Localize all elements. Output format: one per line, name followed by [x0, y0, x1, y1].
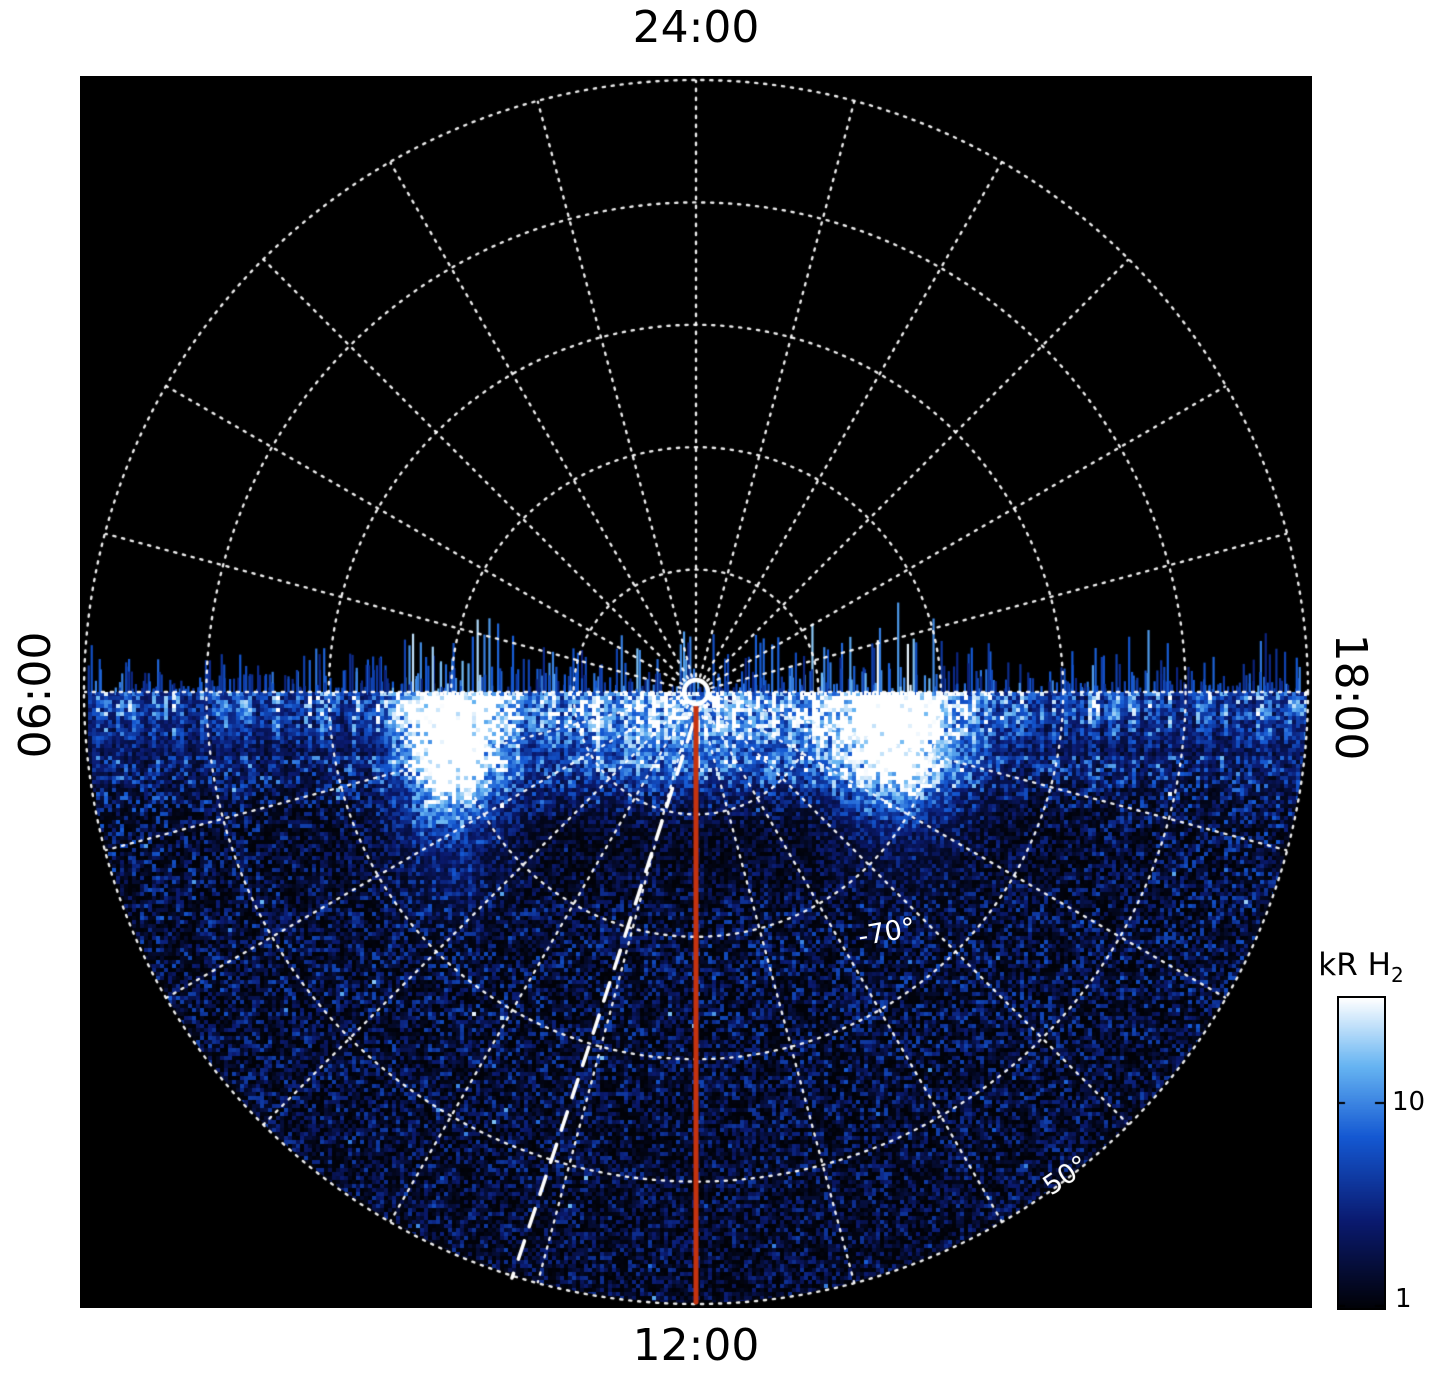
colorbar-tick-10: 10 [1392, 1087, 1426, 1117]
polar-heatmap-canvas [80, 76, 1312, 1308]
colorbar-title-main: kR H [1318, 947, 1391, 983]
colorbar-title-sub: 2 [1390, 963, 1404, 988]
time-label-2400: 24:00 [632, 2, 760, 53]
time-label-1200: 12:00 [632, 1320, 760, 1371]
colorbar-tick-1: 1 [1395, 1284, 1412, 1314]
polar-plot: -70° 50° [80, 76, 1312, 1308]
colorbar-title: kR H2 [1299, 948, 1423, 986]
colorbar-gradient [1337, 996, 1386, 1310]
time-label-1800: 18:00 [1325, 633, 1376, 761]
time-label-0600: 06:00 [10, 631, 61, 759]
